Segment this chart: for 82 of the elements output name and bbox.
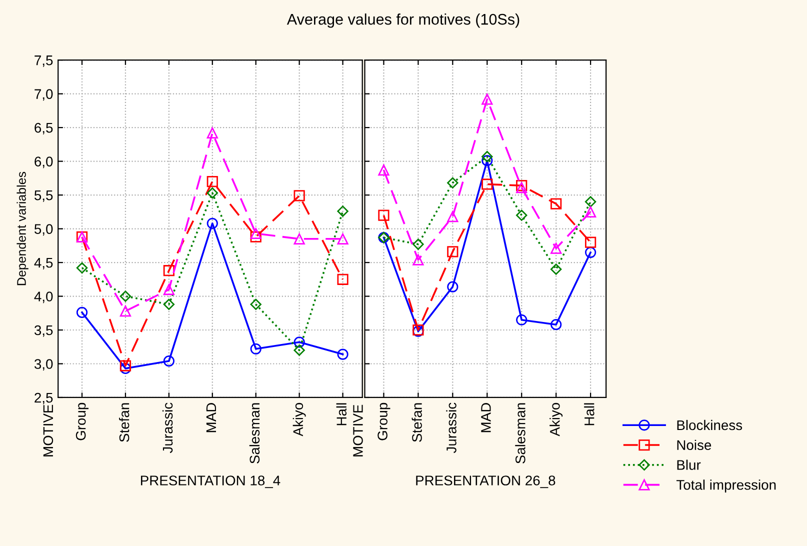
text: Average values for motives (10Ss) — [286, 14, 520, 28]
x-tick-label: Hall — [336, 403, 347, 426]
x-tick-label: Salesman — [249, 403, 260, 464]
point — [550, 264, 562, 275]
x-axis-title: PRESENTATION 26_8 — [416, 476, 556, 488]
point — [516, 210, 528, 221]
point — [250, 228, 262, 240]
point — [294, 190, 305, 202]
x-tick-label: Akiyo — [292, 402, 306, 436]
y-tick-label: 4,0 — [34, 292, 53, 304]
point — [206, 127, 218, 138]
point — [447, 177, 458, 188]
point — [447, 281, 458, 292]
y-tick-label: 3,0 — [34, 359, 53, 371]
y-tick-label: 4,5 — [34, 258, 53, 270]
point — [378, 210, 390, 221]
point — [250, 343, 262, 354]
point — [412, 238, 424, 250]
x-tick-label: Akiyo — [550, 402, 563, 436]
point — [206, 187, 218, 199]
x-axis-title: PRESENTATION 18_4 — [140, 476, 280, 488]
y-axis-title: Dependent variables — [16, 172, 28, 286]
x-tick-label: MAD — [481, 403, 491, 432]
point — [294, 233, 305, 244]
point — [584, 236, 596, 248]
y-tick-label: 2,5 — [34, 392, 53, 404]
y-tick-label: 5,5 — [34, 190, 53, 202]
x-tick-label: Salesman — [515, 403, 526, 464]
x-tick-label: Jurassic — [162, 402, 173, 454]
point — [482, 178, 493, 190]
point — [482, 94, 493, 105]
y-tick-label: 7,5 — [34, 56, 53, 67]
legend-label: Blur — [677, 460, 701, 470]
y-tick-label: 6,5 — [34, 122, 53, 134]
legend-label: Noise — [677, 440, 712, 450]
x-tick-label: Stefan — [119, 403, 130, 442]
x-tick-label: Jurassic — [446, 402, 456, 454]
point — [378, 164, 390, 176]
point — [120, 306, 132, 317]
x-tick-label: MAD — [206, 403, 216, 432]
point — [337, 348, 348, 360]
text: MOTIVE — [353, 404, 363, 456]
x-tick-label: Group — [76, 402, 88, 440]
point — [482, 155, 493, 166]
point — [337, 206, 348, 217]
point — [294, 344, 305, 356]
point — [206, 218, 218, 229]
point — [120, 290, 132, 302]
point — [250, 231, 262, 242]
point — [76, 306, 88, 318]
point — [337, 233, 348, 244]
point — [550, 319, 562, 330]
point — [482, 150, 493, 162]
legend-label: Total impression — [676, 480, 776, 493]
point — [250, 298, 262, 310]
point — [447, 246, 458, 258]
point — [120, 360, 132, 372]
point — [163, 284, 174, 296]
x-tick-label: Hall — [584, 403, 594, 426]
point — [584, 206, 596, 218]
point — [550, 198, 562, 210]
point — [76, 262, 88, 274]
point — [584, 246, 596, 258]
point — [163, 355, 174, 367]
point — [337, 274, 348, 285]
x-tick-label: Group — [378, 402, 390, 440]
y-tick-label: 6,0 — [34, 156, 53, 168]
y-tick-label: 3,5 — [34, 325, 53, 337]
y-tick-label: 7,0 — [34, 89, 53, 101]
point — [294, 336, 305, 348]
point — [550, 242, 562, 254]
point — [516, 314, 528, 326]
point — [206, 176, 218, 188]
point — [412, 254, 424, 266]
point — [447, 211, 458, 222]
point — [163, 298, 175, 310]
text: MOTIVE — [43, 404, 54, 456]
point — [584, 196, 596, 208]
y-tick-label: 5,0 — [34, 224, 53, 236]
point — [163, 265, 174, 276]
legend-label: Blockiness — [677, 420, 742, 430]
x-tick-label: Stefan — [412, 403, 422, 442]
